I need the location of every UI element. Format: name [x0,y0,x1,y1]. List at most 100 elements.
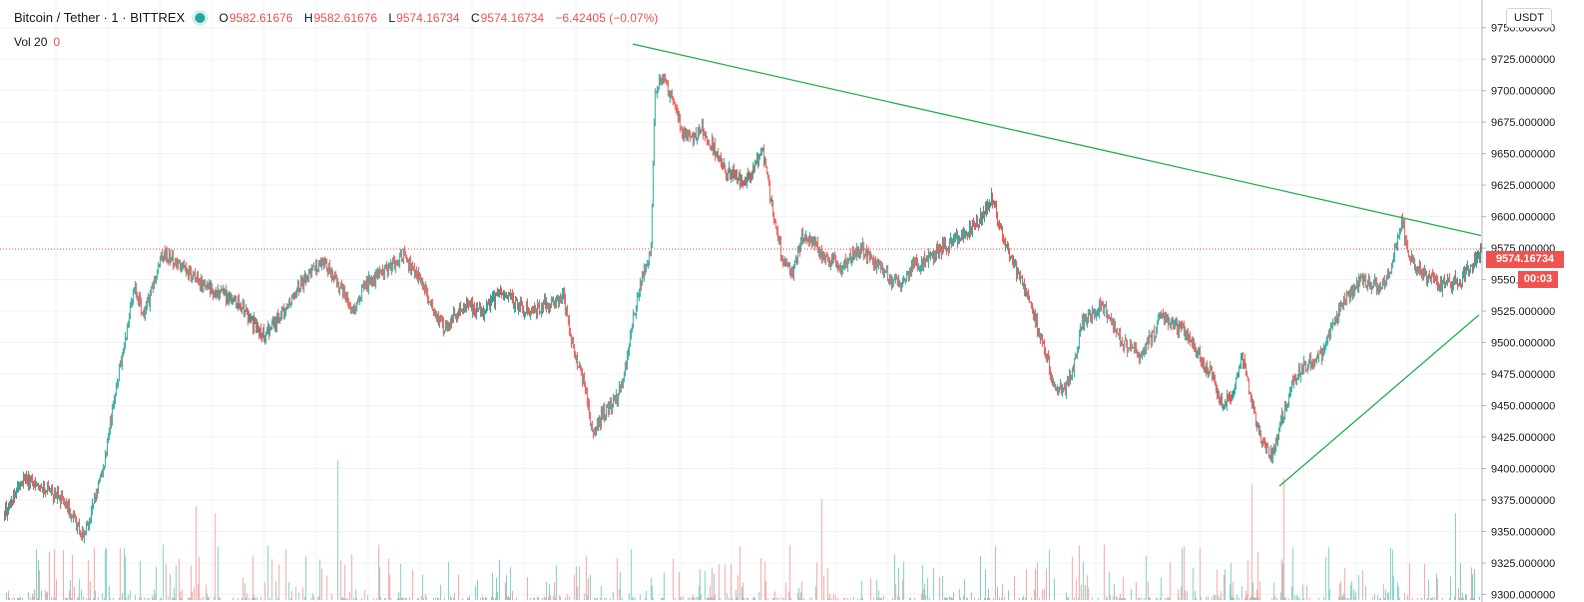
volume-bar [146,597,148,600]
volume-bar [467,597,469,600]
volume-bar [1303,597,1305,600]
volume-bar [989,597,991,600]
volume-bar [645,590,647,600]
volume-bar [548,584,550,600]
volume-bar [730,564,732,600]
volume-bar [491,596,493,600]
volume-bar [593,597,595,600]
volume-bar [947,597,949,600]
volume-bar [1192,567,1194,600]
volume-bar [781,596,783,600]
volume-bar [728,597,730,600]
volume-bar [1246,594,1248,600]
volume-bar [704,570,706,600]
volume-bar [776,597,778,600]
symbol-title[interactable]: Bitcoin / Tether · 1 · BITTREX [14,10,185,25]
volume-bar [71,554,73,600]
volume-bar [493,597,495,600]
volume-bar [509,566,511,600]
volume-bar [241,598,243,600]
volume-bar [1281,559,1283,600]
volume-bar [672,558,674,600]
volume-bar [1106,597,1108,600]
volume-bar [169,574,171,600]
volume-bar [1147,581,1149,600]
price-axis-tick-label: 9625.000000 [1491,180,1555,192]
volume-bar [82,596,84,600]
volume-bar [112,597,114,600]
volume-bar [206,593,208,600]
volume-bar [1123,597,1125,600]
volume-bar [343,597,345,600]
volume-bar [173,587,175,600]
currency-unit-badge[interactable]: USDT [1506,8,1552,28]
volume-bar [873,597,875,600]
volume-bar [310,597,312,600]
volume-bar [200,598,202,600]
volume-bar [1077,597,1079,600]
volume-bar [1392,549,1394,600]
volume-legend[interactable]: Vol 20 0 [14,35,60,49]
close-value: 9574.16734 [480,10,545,25]
volume-label: Vol 20 [14,35,48,49]
volume-bar [923,589,925,600]
volume-bar [45,593,47,600]
volume-bar [340,560,342,600]
volume-bar [914,597,916,600]
volume-bar [1398,587,1400,600]
volume-bar [1183,546,1185,600]
volume-bar [8,597,10,600]
volume-bar [290,597,292,600]
volume-bar [772,597,774,600]
volume-bar [1449,597,1451,600]
volume-bar [1283,478,1285,600]
volume-bar [963,595,965,600]
volume-bar [1034,568,1036,600]
volume-bar [237,597,239,600]
volume-bar [652,597,654,600]
volume-bar [678,571,680,600]
volume-bar [1214,594,1216,600]
volume-bar [151,595,153,600]
volume-bar [1271,598,1273,600]
volume-bar [232,597,234,600]
volume-bar [437,597,439,600]
volume-bar [435,597,437,600]
volume-bar [799,597,801,600]
volume-bar [760,558,762,600]
volume-bar [883,595,885,600]
volume-bar [252,555,254,600]
volume-bar [753,596,755,600]
volume-bar [1318,597,1320,600]
volume-bar [191,591,193,600]
volume-bar [1474,569,1476,600]
volume-bar [821,499,823,600]
volume-bar [553,582,555,600]
volume-bar [554,597,556,600]
volume-bar [837,597,839,600]
volume-bar [189,597,191,600]
volume-bar [1066,598,1068,600]
volume-bar [619,571,621,600]
volume-bar [62,550,64,600]
volume-bar [152,597,154,600]
volume-bar [1252,582,1254,600]
volume-bar [1358,575,1360,600]
volume-bar [800,592,802,600]
volume-bar [691,596,693,600]
ohlc-values: O9582.61676 H9582.61676 L9574.16734 C957… [219,11,666,25]
volume-bar [709,585,711,600]
volume-bar [103,598,105,600]
volume-bar [1466,594,1468,600]
price-axis-tick-label: 9350.000000 [1491,526,1555,538]
volume-bar [1030,597,1032,600]
volume-bar [949,596,951,600]
volume-bar [331,593,333,600]
volume-bar [218,597,220,600]
volume-bar [902,579,904,600]
volume-bar [426,597,428,600]
volume-bar [1216,569,1218,600]
volume-bar [679,598,681,600]
volume-bar [1217,595,1219,600]
